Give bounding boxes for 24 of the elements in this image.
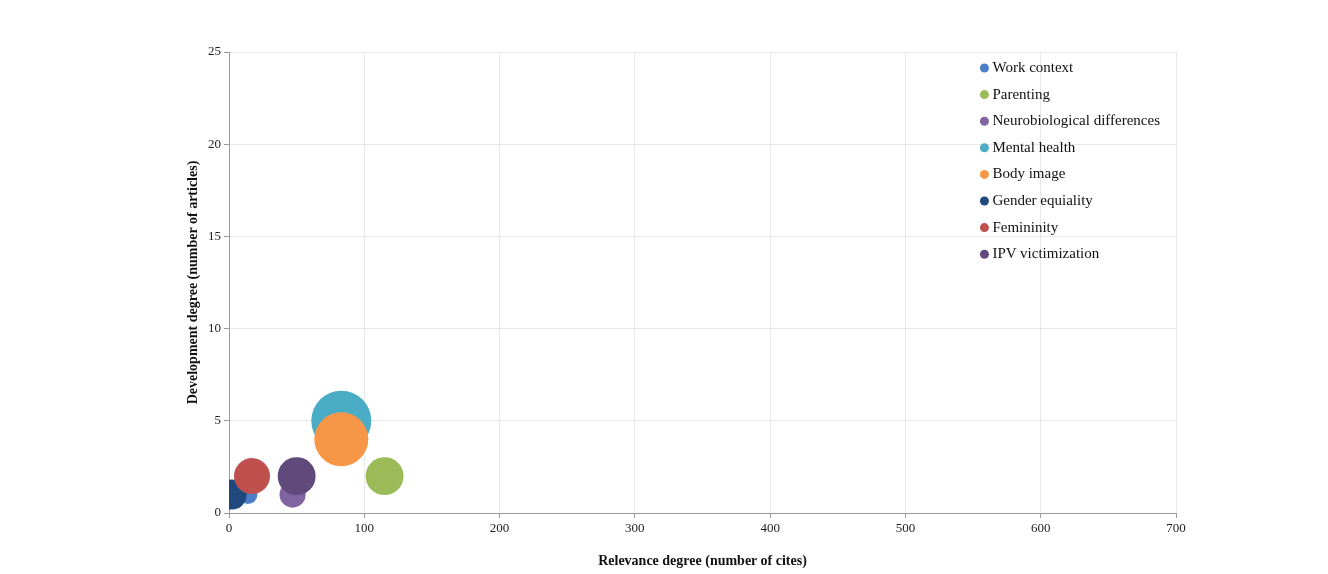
y-axis-title: Development degree (number of articles) (185, 160, 202, 405)
x-tick-label: 100 (354, 520, 375, 536)
legend-label: Neurobiological differences (992, 112, 1161, 129)
x-tick-label: 200 (489, 520, 510, 536)
y-tick-label: 10 (208, 320, 221, 336)
y-tick-label: 20 (208, 135, 221, 151)
legend-label: Body image (992, 165, 1066, 182)
x-tick-label: 600 (1030, 520, 1051, 536)
legend-label: Work context (992, 58, 1075, 75)
x-tick-label: 700 (1166, 520, 1186, 536)
y-tick-label: 5 (214, 412, 221, 428)
x-tick-label: 300 (625, 520, 645, 536)
y-tick-label: 15 (208, 227, 221, 243)
y-tick-label: 25 (208, 43, 221, 59)
x-tick-label: 0 (225, 520, 233, 536)
x-tick-label: 400 (760, 520, 780, 536)
legend-label: Femininity (992, 218, 1059, 235)
legend-label: IPV victimization (992, 245, 1100, 262)
x-tick-label: 500 (895, 520, 916, 536)
legend-label: Mental health (992, 138, 1076, 155)
y-tick-label: 0 (214, 504, 221, 520)
x-axis-title: Relevance degree (number of cites) (598, 553, 808, 570)
legend-label: Parenting (992, 85, 1051, 102)
legend-label: Gender equiality (992, 191, 1094, 208)
